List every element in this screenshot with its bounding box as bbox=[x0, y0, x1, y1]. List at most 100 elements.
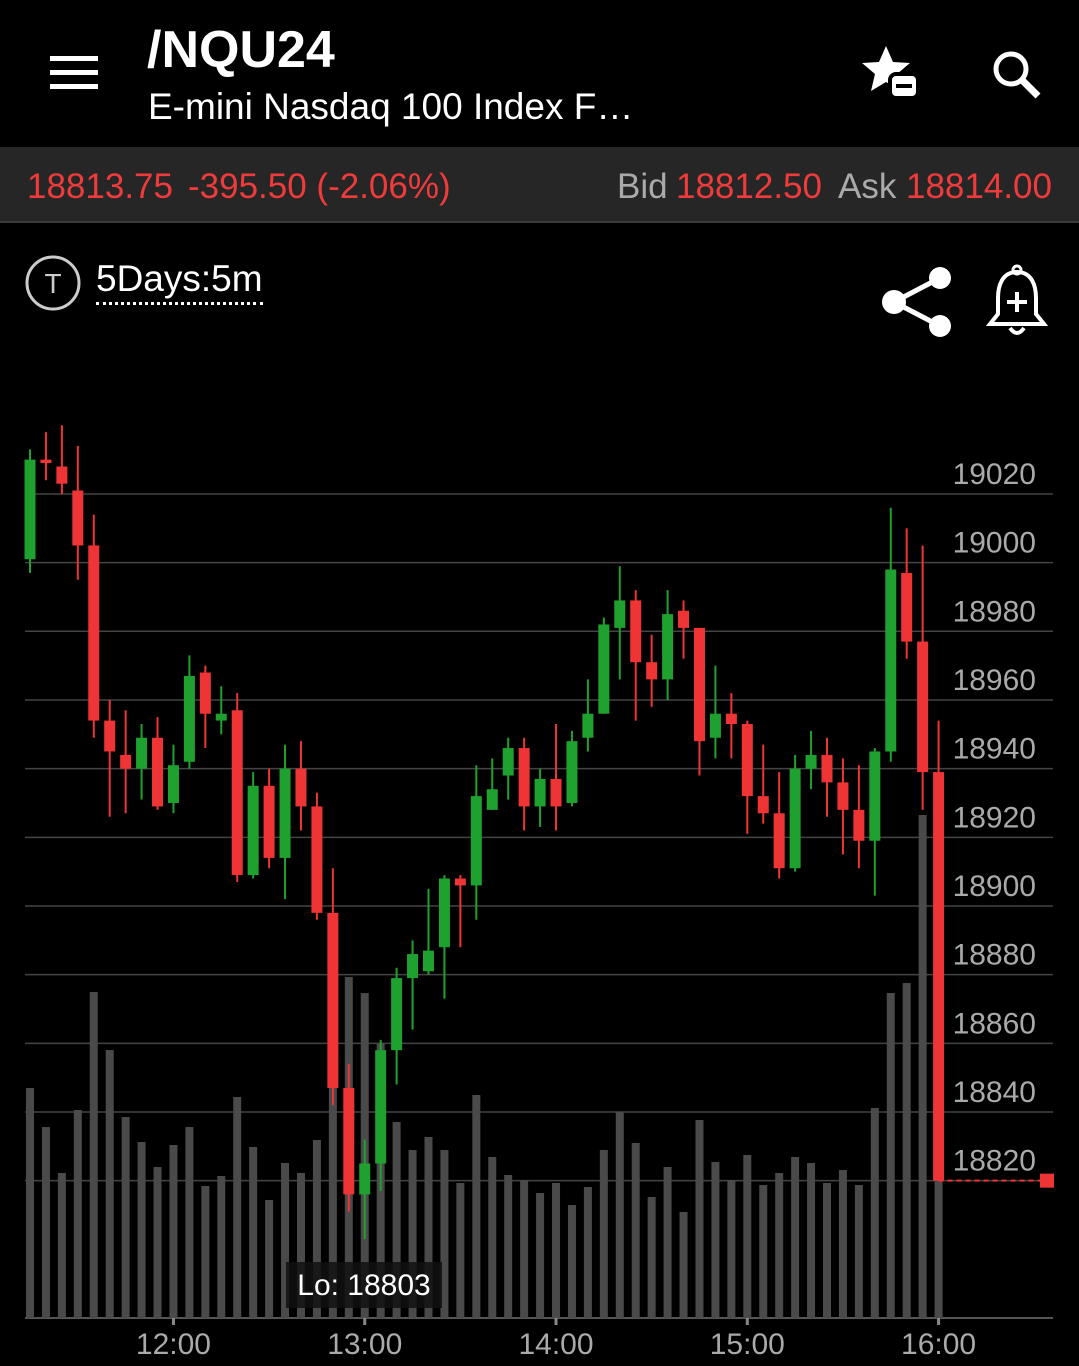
search-icon[interactable] bbox=[990, 48, 1050, 108]
volume-bar bbox=[121, 1117, 130, 1318]
candle-body bbox=[120, 754, 132, 769]
symbol: /NQU24 bbox=[147, 21, 335, 79]
chart-type-icon[interactable]: T bbox=[24, 254, 84, 314]
volume-bar bbox=[456, 1183, 465, 1318]
candle-body bbox=[215, 713, 227, 721]
candle-body bbox=[662, 614, 674, 680]
y-tick-label: 18880 bbox=[953, 939, 1036, 972]
candle-body bbox=[630, 600, 642, 663]
volume-bar bbox=[424, 1137, 433, 1318]
volume-bar bbox=[918, 815, 927, 1318]
candle-body bbox=[869, 751, 881, 841]
volume-bar bbox=[615, 1112, 624, 1318]
volume-bar bbox=[870, 1108, 879, 1318]
volume-bar bbox=[233, 1097, 242, 1318]
instrument-name: E-mini Nasdaq 100 Index F… bbox=[148, 86, 634, 127]
candle-body bbox=[152, 737, 164, 807]
last-price-marker bbox=[1040, 1173, 1054, 1188]
candle-body bbox=[167, 765, 179, 803]
volume-bar bbox=[807, 1163, 816, 1318]
candle-body bbox=[821, 754, 833, 783]
volume-bar bbox=[169, 1145, 178, 1318]
volume-bar bbox=[360, 993, 369, 1318]
candle-body bbox=[279, 768, 291, 858]
volume-bar bbox=[472, 1095, 481, 1318]
share-icon[interactable] bbox=[878, 264, 958, 344]
candle-body bbox=[678, 610, 690, 628]
x-tick-label: 12:00 bbox=[136, 1328, 211, 1361]
volume-bar bbox=[743, 1155, 752, 1318]
candle-body bbox=[470, 796, 482, 886]
volume-bar bbox=[599, 1150, 608, 1318]
x-tick-label: 13:00 bbox=[327, 1328, 402, 1361]
volume-bar bbox=[902, 983, 911, 1318]
candle-body bbox=[614, 600, 626, 628]
period-selector[interactable]: 5Days:5m bbox=[96, 258, 263, 305]
low-annotation: Lo: 18803 bbox=[297, 1269, 430, 1302]
volume-bar bbox=[838, 1170, 847, 1318]
x-tick-label: 16:00 bbox=[901, 1328, 976, 1361]
candle-body bbox=[741, 724, 753, 797]
volume-bar bbox=[185, 1127, 194, 1318]
candle-body bbox=[598, 624, 610, 714]
volume-bar bbox=[41, 1127, 50, 1318]
candle-body bbox=[917, 641, 929, 773]
candle-body bbox=[343, 1087, 355, 1195]
candle-body bbox=[375, 1050, 387, 1164]
volume-bar bbox=[217, 1176, 226, 1318]
candle-body bbox=[327, 912, 339, 1088]
volume-bar bbox=[344, 977, 353, 1318]
candle-body bbox=[199, 672, 211, 714]
candle-body bbox=[933, 772, 945, 1181]
candle-body bbox=[502, 748, 514, 776]
candle-body bbox=[805, 754, 817, 769]
candle-body bbox=[295, 768, 307, 807]
volume-bar bbox=[281, 1163, 290, 1318]
volume-bar bbox=[249, 1147, 258, 1318]
volume-bar bbox=[296, 1173, 305, 1318]
candle-body bbox=[646, 662, 658, 680]
bid-label: Bid bbox=[617, 167, 668, 206]
watchlist-icon[interactable] bbox=[862, 44, 922, 104]
candle-body bbox=[423, 950, 434, 972]
candle-body bbox=[311, 806, 323, 913]
volume-bar bbox=[57, 1173, 66, 1318]
candle-body bbox=[438, 878, 450, 948]
volume-bar bbox=[552, 1183, 561, 1318]
volume-bar bbox=[392, 1122, 401, 1318]
x-tick-label: 14:00 bbox=[518, 1328, 593, 1361]
candle-body bbox=[391, 978, 403, 1051]
volume-bar bbox=[328, 1040, 337, 1318]
alert-icon[interactable] bbox=[984, 264, 1054, 344]
volume-bar bbox=[137, 1142, 146, 1318]
volume-bar bbox=[440, 1150, 449, 1318]
volume-bar bbox=[153, 1167, 162, 1318]
candle-body bbox=[693, 627, 705, 742]
candle-body bbox=[136, 737, 148, 769]
candle-body bbox=[837, 782, 849, 810]
volume-bar bbox=[376, 1043, 385, 1318]
candle-body bbox=[454, 878, 466, 886]
volume-bar bbox=[105, 1050, 114, 1318]
candle-body bbox=[231, 710, 243, 876]
candle-body bbox=[263, 785, 275, 858]
volume-bar bbox=[631, 1143, 640, 1318]
volume-bar bbox=[201, 1186, 210, 1318]
quote-bar: 18813.75 -395.50 (-2.06%) Bid 18812.50 A… bbox=[0, 147, 1079, 223]
volume-bar bbox=[679, 1212, 688, 1318]
volume-bar bbox=[711, 1162, 720, 1318]
menu-icon[interactable] bbox=[50, 54, 110, 94]
candle-body bbox=[550, 778, 562, 807]
volume-bar bbox=[791, 1157, 800, 1318]
volume-bar bbox=[886, 993, 895, 1318]
volume-bar bbox=[647, 1197, 656, 1318]
annotation-box bbox=[286, 1262, 442, 1308]
candle-body bbox=[359, 1163, 371, 1195]
candle-body bbox=[72, 490, 84, 546]
price-change: -395.50 (-2.06%) bbox=[188, 167, 451, 206]
y-tick-label: 18900 bbox=[953, 870, 1036, 903]
volume-bar bbox=[408, 1150, 417, 1318]
volume-bar bbox=[583, 1187, 592, 1318]
candle-body bbox=[183, 675, 195, 762]
candle-body bbox=[582, 713, 594, 738]
